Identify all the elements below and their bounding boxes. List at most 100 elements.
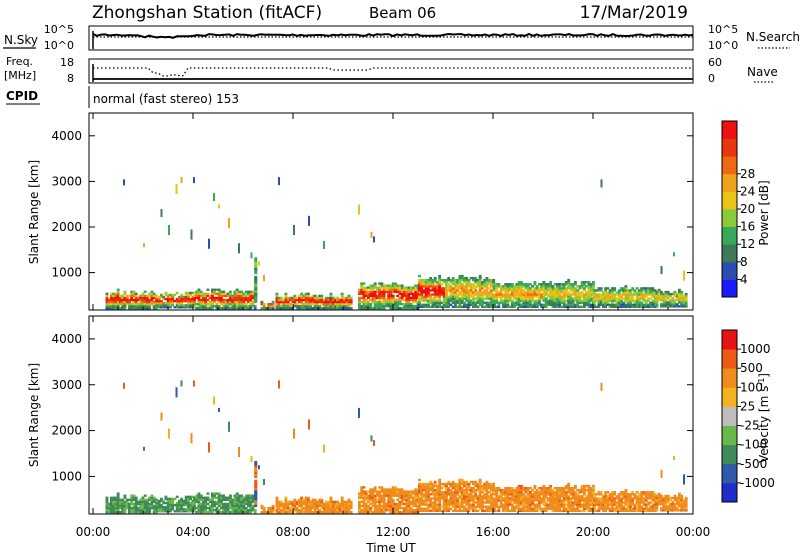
power-cell (497, 285, 501, 288)
power-cell (420, 295, 424, 298)
power-cell (242, 298, 246, 302)
velocity-cell (376, 500, 379, 504)
power-cell (463, 278, 466, 282)
power-cell (571, 299, 575, 302)
velocity-cell (438, 478, 442, 482)
power-cell (208, 238, 210, 243)
velocity-cell (244, 496, 248, 499)
velocity-cell (224, 508, 228, 512)
velocity-cell (533, 491, 537, 494)
power-cell (187, 297, 190, 301)
power-cell (538, 283, 541, 286)
velocity-cell (624, 507, 628, 510)
velocity-cell (162, 505, 166, 509)
power-cell (289, 302, 292, 306)
velocity-cell (148, 511, 152, 514)
power-cell (542, 291, 546, 294)
power-cell (180, 179, 183, 184)
power-cell (533, 305, 537, 309)
velocity-cell (560, 499, 564, 502)
power-cell (467, 291, 471, 294)
velocity-cell (678, 494, 681, 498)
velocity-cell (282, 504, 286, 508)
power-cell (442, 291, 446, 294)
velocity-cell (644, 497, 648, 500)
power-cell (414, 288, 418, 291)
velocity-cell (465, 484, 469, 488)
velocity-cell (660, 469, 663, 474)
power-cell (515, 301, 519, 304)
power-cell (400, 288, 404, 291)
velocity-cell (224, 504, 228, 508)
velocity-cell (277, 511, 281, 514)
velocity-cell (617, 503, 621, 506)
power-cell (442, 297, 446, 300)
power-cell (420, 291, 424, 294)
power-cell (173, 299, 177, 303)
freq-left-tick-top: 18 (60, 56, 74, 69)
colorbar-swatch (722, 244, 737, 263)
velocity-cell (671, 503, 675, 506)
velocity-cell (373, 439, 375, 444)
power-cell (148, 298, 152, 302)
power-cell (373, 294, 377, 298)
power-cell (640, 289, 644, 292)
velocity-cell (208, 442, 210, 447)
power-cell (524, 301, 528, 304)
velocity-cell (662, 498, 666, 502)
power-cell (436, 289, 439, 292)
power-cell (483, 297, 487, 300)
velocity-cell (251, 494, 255, 497)
velocity-cell (171, 508, 175, 511)
power-cell (635, 297, 639, 300)
power-cell (391, 284, 395, 287)
power-cell (497, 295, 501, 298)
velocity-cell (551, 493, 555, 496)
velocity-cell (682, 498, 686, 502)
ytick-label: 3000 (51, 174, 82, 188)
velocity-cell (141, 496, 145, 499)
power-cell (626, 293, 630, 296)
velocity-cell (380, 488, 384, 491)
power-cell (460, 285, 464, 288)
power-cell (193, 296, 196, 300)
power-cell (495, 297, 499, 300)
velocity-cell (442, 509, 446, 513)
velocity-cell (347, 506, 351, 510)
power-cell (387, 290, 391, 293)
power-cell (121, 298, 125, 302)
velocity-cell (585, 503, 589, 506)
velocity-cell (463, 489, 466, 492)
velocity-cell (657, 503, 661, 506)
power-cell (396, 304, 400, 308)
velocity-cell (403, 490, 406, 493)
velocity-cell (121, 511, 125, 514)
velocity-cell (642, 491, 646, 494)
velocity-cell (538, 495, 541, 498)
power-cell (626, 301, 630, 304)
velocity-cell (146, 498, 149, 502)
power-cell (580, 291, 584, 294)
power-cell (242, 302, 246, 306)
power-cell (123, 304, 127, 308)
power-cell (653, 297, 657, 300)
velocity-cell (304, 498, 308, 502)
power-cell (438, 291, 442, 294)
velocity-cell (481, 497, 484, 500)
velocity-cell (128, 504, 131, 508)
power-cell (535, 287, 539, 290)
power-cell (474, 278, 478, 282)
velocity-cell (271, 508, 275, 512)
velocity-cell (529, 486, 532, 490)
velocity-cell (613, 501, 617, 504)
velocity-cell (447, 507, 451, 510)
velocity-cell (445, 491, 448, 494)
velocity-cell (382, 490, 386, 493)
power-cell (682, 294, 686, 298)
velocity-cell (323, 446, 325, 451)
power-cell (148, 307, 152, 310)
power-cell (513, 297, 517, 300)
power-cell (169, 302, 172, 305)
power-cell (655, 297, 659, 300)
velocity-cell (325, 506, 328, 510)
